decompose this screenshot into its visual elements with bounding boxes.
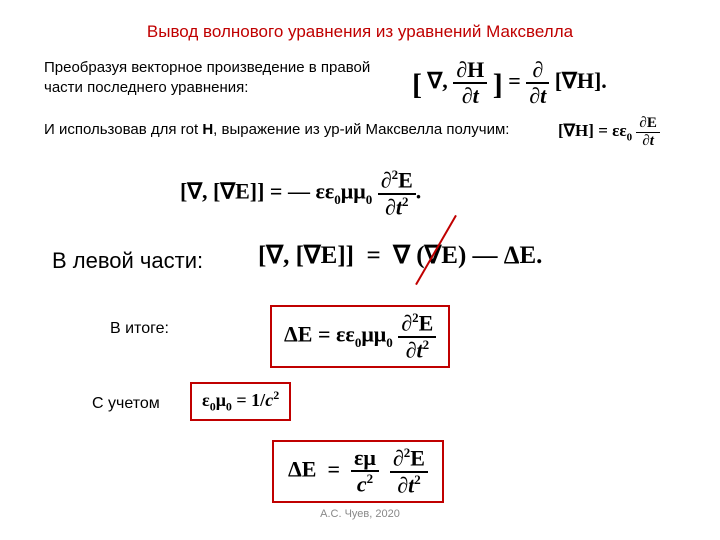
intro-paragraph-2: И использовав для rot H, выражение из ур… [44,120,564,140]
para2-bold-H: H [202,121,213,138]
left-part-label: В левой части: [52,248,203,274]
with-label: С учетом [92,395,160,413]
result-label: В итоге: [110,320,169,338]
footer-author: А.С. Чуев, 2020 [0,508,720,520]
equation-2: [∇H] = εε0 ∂E∂t [558,115,660,149]
equation-6-box: ε0μ0 = 1/c2 [190,382,291,421]
para2-text-c: , выражение из ур-ий Максвелла получим: [213,121,509,138]
equation-1: [ ∇, ∂H∂t ] = ∂∂t [∇H]. [412,58,607,108]
para2-text-a: И использовав для rot [44,121,202,138]
page-title: Вывод волнового уравнения из уравнений М… [0,0,720,42]
equation-4: [∇, [∇E]] = ∇ (∇E) — ΔE. [258,240,542,270]
equation-3: [∇, [∇E]] = — εε0μμ0 ∂2E∂t2. [180,168,421,219]
intro-paragraph-1: Преобразуя векторное произведение в прав… [44,58,384,99]
equation-7-box: ΔE = εμc2 ∂2E∂t2 [272,440,444,503]
equation-5-box: ΔE = εε0μμ0 ∂2E∂t2 [270,305,450,368]
